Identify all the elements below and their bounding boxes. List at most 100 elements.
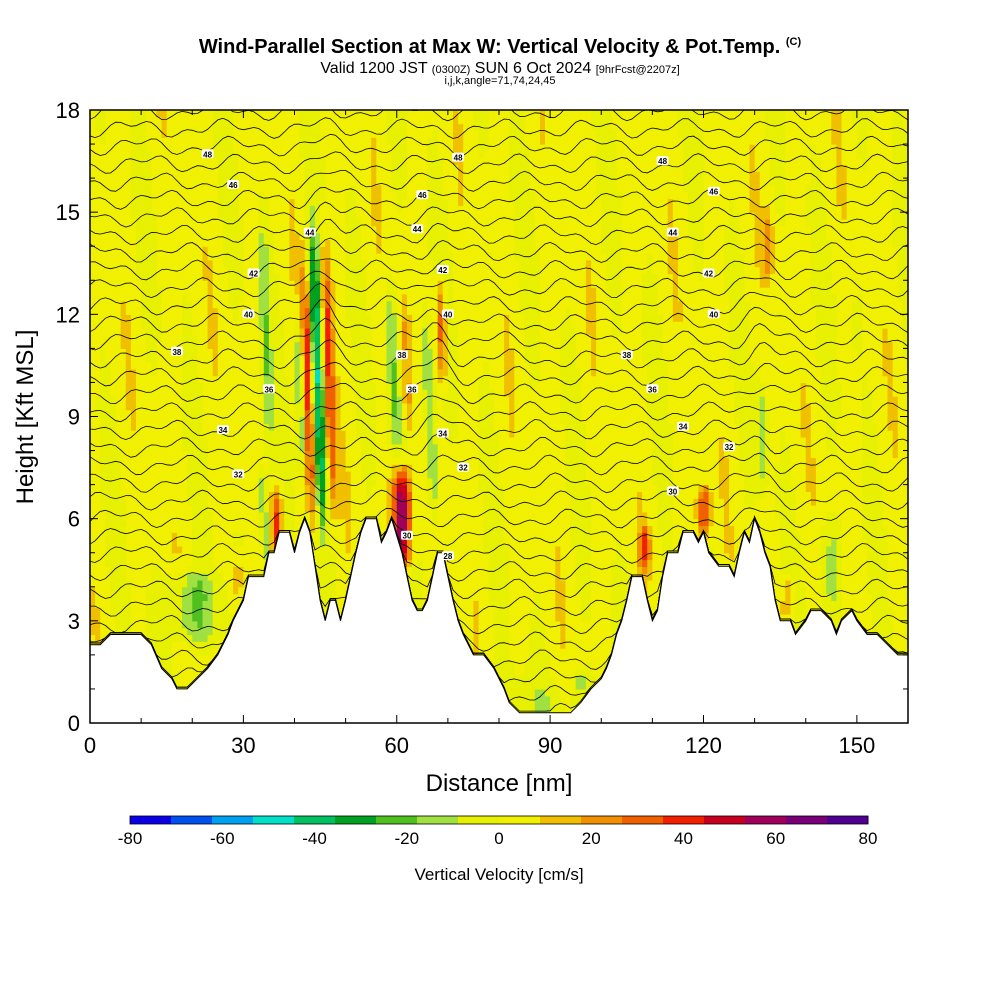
w-cell	[176, 532, 183, 540]
w-cell	[146, 470, 152, 479]
w-cell	[320, 532, 326, 540]
w-cell	[268, 477, 275, 486]
w-cell	[171, 164, 178, 172]
w-cell	[161, 198, 168, 206]
w-cell	[243, 198, 250, 206]
w-cell	[279, 171, 285, 179]
w-cell	[90, 511, 96, 520]
w-cell	[130, 532, 137, 540]
w-cell	[360, 259, 367, 268]
w-cell	[253, 525, 260, 533]
w-cell	[146, 518, 152, 527]
w-cell	[182, 341, 188, 349]
w-cell	[366, 430, 372, 438]
w-cell	[187, 457, 193, 465]
w-cell	[279, 212, 285, 220]
w-cell	[125, 205, 132, 213]
w-cell	[309, 334, 316, 343]
w-cell	[345, 423, 352, 431]
w-cell	[141, 566, 147, 574]
w-cell	[360, 368, 367, 377]
w-cell	[366, 505, 372, 513]
w-cell	[141, 259, 147, 268]
w-cell	[294, 293, 301, 302]
w-cell	[95, 327, 101, 336]
w-cell	[248, 225, 255, 234]
w-cell	[335, 266, 342, 275]
w-cell	[345, 225, 352, 234]
w-cell	[151, 382, 158, 390]
w-cell	[355, 443, 362, 452]
w-cell	[289, 178, 296, 186]
w-cell	[274, 457, 280, 465]
w-cell	[90, 164, 96, 172]
w-cell	[100, 402, 106, 411]
w-cell	[176, 307, 183, 315]
w-cell	[330, 491, 336, 499]
copyright-mark: (C)	[785, 36, 802, 48]
w-cell	[95, 457, 101, 465]
w-cell	[330, 423, 336, 431]
w-cell	[340, 396, 347, 404]
w-cell	[340, 307, 347, 315]
w-cell	[289, 253, 296, 261]
w-cell	[340, 443, 347, 452]
w-cell	[355, 409, 362, 418]
w-cell	[95, 600, 101, 608]
w-cell	[176, 593, 183, 601]
w-cell	[120, 586, 127, 595]
w-cell	[197, 348, 204, 356]
w-cell	[212, 280, 219, 288]
w-cell	[350, 273, 357, 281]
w-cell	[233, 600, 239, 608]
w-cell	[115, 164, 122, 172]
w-cell	[340, 402, 347, 411]
w-cell	[202, 157, 209, 166]
w-cell	[284, 443, 290, 452]
w-cell	[233, 171, 239, 179]
w-cell	[274, 273, 280, 281]
w-cell	[187, 314, 193, 322]
w-cell	[136, 396, 142, 404]
w-cell	[263, 409, 270, 418]
w-cell	[197, 545, 204, 554]
w-cell	[314, 525, 321, 533]
w-cell	[90, 566, 96, 574]
w-cell	[100, 579, 106, 588]
w-cell	[233, 518, 239, 527]
w-cell	[212, 287, 219, 295]
w-cell	[248, 368, 255, 377]
w-cell	[304, 239, 311, 247]
w-cell	[340, 511, 347, 520]
w-cell	[350, 552, 357, 561]
w-cell	[366, 382, 372, 390]
w-cell	[90, 409, 96, 418]
w-cell	[212, 579, 219, 588]
w-cell	[279, 178, 285, 186]
w-cell	[136, 287, 142, 295]
w-cell	[207, 368, 214, 377]
w-cell	[325, 389, 331, 397]
w-cell	[207, 416, 214, 424]
w-cell	[320, 450, 326, 458]
w-cell	[197, 259, 204, 268]
w-cell	[274, 334, 280, 343]
w-cell	[130, 123, 137, 132]
w-cell	[233, 477, 239, 486]
w-cell	[141, 123, 147, 132]
w-cell	[243, 116, 250, 125]
w-cell	[335, 552, 342, 561]
w-cell	[171, 484, 178, 493]
w-cell	[166, 477, 173, 486]
w-cell	[192, 178, 198, 186]
w-cell	[110, 607, 117, 615]
w-cell	[350, 184, 357, 193]
w-cell	[115, 402, 122, 411]
w-cell	[105, 368, 112, 377]
w-cell	[325, 259, 331, 268]
w-cell	[176, 634, 183, 642]
w-cell	[125, 470, 132, 479]
w-cell	[207, 287, 214, 295]
w-cell	[263, 341, 270, 349]
w-cell	[120, 382, 127, 390]
